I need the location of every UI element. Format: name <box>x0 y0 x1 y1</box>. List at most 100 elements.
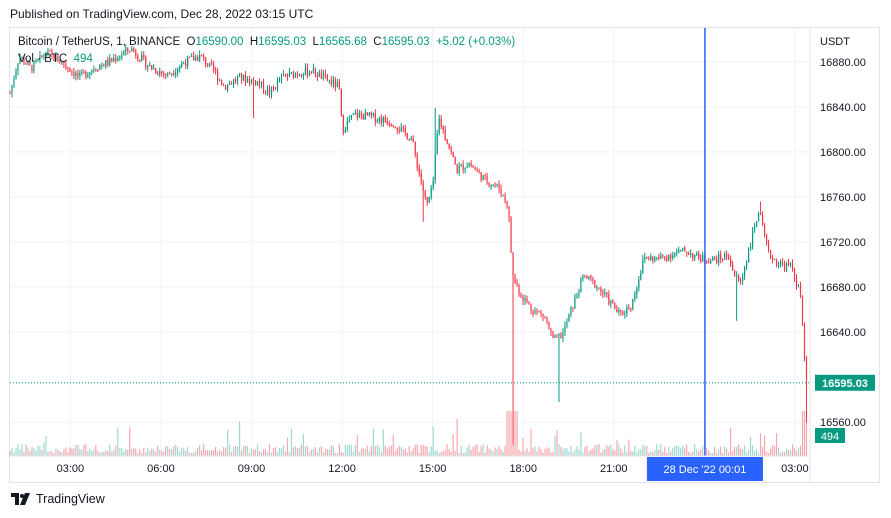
volume-bar <box>306 446 309 456</box>
candle-body <box>508 206 510 218</box>
volume-bar <box>805 411 808 456</box>
candle-body <box>791 262 794 269</box>
candle-body <box>642 258 644 273</box>
volume-bar <box>209 450 211 456</box>
candle-body <box>238 73 241 77</box>
volume-bar <box>654 450 656 456</box>
candle-body <box>217 71 219 81</box>
volume-bar <box>324 449 327 456</box>
volume-bar <box>478 451 480 456</box>
volume-bar <box>718 449 720 456</box>
candle-body <box>33 61 35 72</box>
volume-bar <box>320 446 323 456</box>
candle-body <box>440 118 442 127</box>
candle-body <box>710 260 712 264</box>
volume-bar <box>406 452 408 456</box>
volume-bar <box>542 452 544 456</box>
volume-bar <box>41 449 43 456</box>
volume-bar <box>133 448 135 456</box>
candle-body <box>767 243 770 251</box>
candle-body <box>61 61 63 64</box>
volume-bar <box>440 451 442 456</box>
candle-body <box>328 80 330 82</box>
volume-bar <box>107 450 109 456</box>
volume-bar <box>610 444 612 456</box>
candle-body <box>55 55 57 61</box>
volume-bar <box>708 450 710 456</box>
candle-body <box>724 254 726 260</box>
symbol-label[interactable]: Bitcoin / TetherUS, 1, BINANCE <box>18 36 181 48</box>
volume-bar <box>354 445 356 456</box>
candle-body <box>562 332 564 339</box>
volume-bar <box>400 447 402 456</box>
volume-bar <box>482 444 484 456</box>
volume-bar <box>668 446 670 456</box>
candle-body <box>364 112 366 120</box>
volume-bar <box>370 445 372 456</box>
volume-bar <box>252 449 255 456</box>
candle-body <box>139 59 141 61</box>
candle-body <box>450 148 452 152</box>
candle-body <box>568 314 570 322</box>
candle-body <box>504 194 506 202</box>
volume-bar <box>165 446 167 456</box>
volume-bar <box>282 445 285 456</box>
high-value: 16595.03 <box>258 36 307 48</box>
volume-bar <box>254 449 257 456</box>
candle-body <box>748 248 750 263</box>
candle-body <box>75 72 77 77</box>
candle-body <box>304 67 307 75</box>
volume-bar <box>472 446 474 456</box>
volume-bar <box>386 448 388 456</box>
candle-body <box>656 257 658 259</box>
candle-body <box>266 88 269 93</box>
candle-body <box>352 113 354 115</box>
candle-body <box>73 71 75 77</box>
candle-body <box>560 333 562 339</box>
volume-label[interactable]: Vol · BTC <box>18 53 68 65</box>
candle-body <box>618 310 620 313</box>
candle-body <box>548 322 550 330</box>
candle-body <box>246 79 249 83</box>
candle-body <box>254 80 257 85</box>
volume-bar <box>626 452 628 456</box>
volume-bar <box>753 451 756 456</box>
candle-body <box>292 72 295 78</box>
candle-body <box>312 68 315 74</box>
candle-body <box>580 278 582 293</box>
volume-bar <box>276 451 279 456</box>
volume-bar <box>548 447 550 456</box>
candle-body <box>370 112 372 116</box>
volume-bar <box>135 448 137 456</box>
candle-body <box>472 165 474 168</box>
candle-body <box>676 252 678 254</box>
candle-body <box>324 73 327 76</box>
volume-bar <box>85 444 87 456</box>
candle-body <box>406 133 408 140</box>
candle-body <box>755 221 758 227</box>
volume-bar <box>83 445 85 456</box>
volume-bar <box>676 445 678 456</box>
volume-bar <box>372 428 374 456</box>
candle-body <box>646 256 648 259</box>
volume-bar <box>179 451 181 456</box>
volume-bar <box>714 446 716 456</box>
candle-body <box>386 121 388 125</box>
volume-bar <box>338 444 340 456</box>
candle-body <box>474 167 476 171</box>
volume-bar <box>161 450 163 456</box>
volume-bar <box>358 451 360 456</box>
candle-body <box>446 139 448 145</box>
volume-bar <box>67 452 69 456</box>
candle-body <box>730 259 732 265</box>
volume-bar <box>49 451 51 456</box>
volume-bar <box>236 446 239 456</box>
footer-brand[interactable]: TradingView <box>11 492 105 506</box>
volume-bar <box>87 451 89 456</box>
candle-body <box>276 80 279 89</box>
volume-bar <box>119 447 121 456</box>
candle-body <box>584 275 586 277</box>
volume-bar <box>157 445 159 456</box>
candle-body <box>145 56 147 68</box>
